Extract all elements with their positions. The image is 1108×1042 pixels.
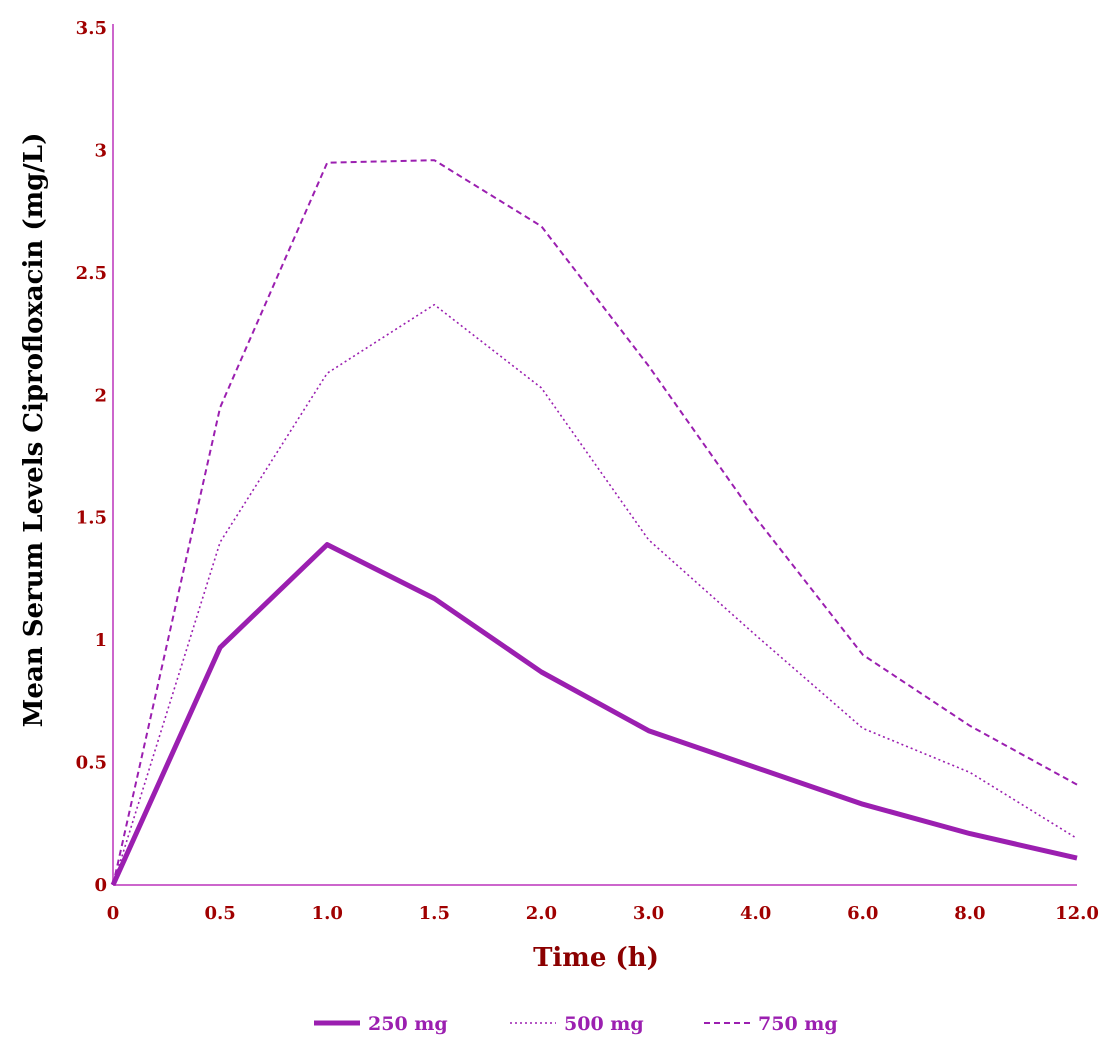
- x-tick-label: 0.5: [204, 903, 235, 924]
- x-tick-label: 2.0: [526, 903, 557, 924]
- y-tick-label: 0.5: [76, 753, 107, 774]
- axes: [112, 24, 1077, 886]
- x-tick-label: 1.0: [312, 903, 343, 924]
- x-tick-label: 12.0: [1055, 903, 1099, 924]
- y-tick-label: 1: [94, 630, 107, 651]
- series-layer: [110, 159, 1078, 887]
- x-tick-label: 3.0: [633, 903, 664, 924]
- series-line-2: [112, 303, 1078, 886]
- y-tick-label: 3: [94, 140, 107, 161]
- legend-label-2: 500 mg: [564, 1013, 644, 1035]
- x-axis-title: Time (h): [533, 943, 659, 973]
- y-tick-label: 0: [94, 875, 107, 896]
- y-tick-label: 2.5: [76, 263, 107, 284]
- x-tick-label: 6.0: [847, 903, 878, 924]
- x-tick-label: 4.0: [740, 903, 771, 924]
- y-tick-label: 1.5: [76, 508, 107, 529]
- x-tick-label: 1.5: [419, 903, 450, 924]
- x-tick-label: 8.0: [954, 903, 985, 924]
- y-tick-label: 3.5: [76, 18, 107, 39]
- x-tick-label: 0: [107, 903, 120, 924]
- series-line-3: [112, 159, 1078, 886]
- legend: 250 mg 500 mg 750 mg: [314, 1013, 838, 1035]
- tick-labels: 0 0.5 1.0 1.5 2.0 3.0 4.0 6.0 8.0 12.0 0 0.5 1 1.5 2 2.…: [76, 18, 1099, 924]
- legend-label-1: 250 mg: [368, 1013, 448, 1035]
- y-tick-label: 2: [94, 385, 107, 406]
- y-axis-title: Mean Serum Levels Ciprofloxacin (mg/L): [19, 133, 49, 728]
- series-line-1: [110, 542, 1078, 887]
- legend-label-3: 750 mg: [758, 1013, 838, 1035]
